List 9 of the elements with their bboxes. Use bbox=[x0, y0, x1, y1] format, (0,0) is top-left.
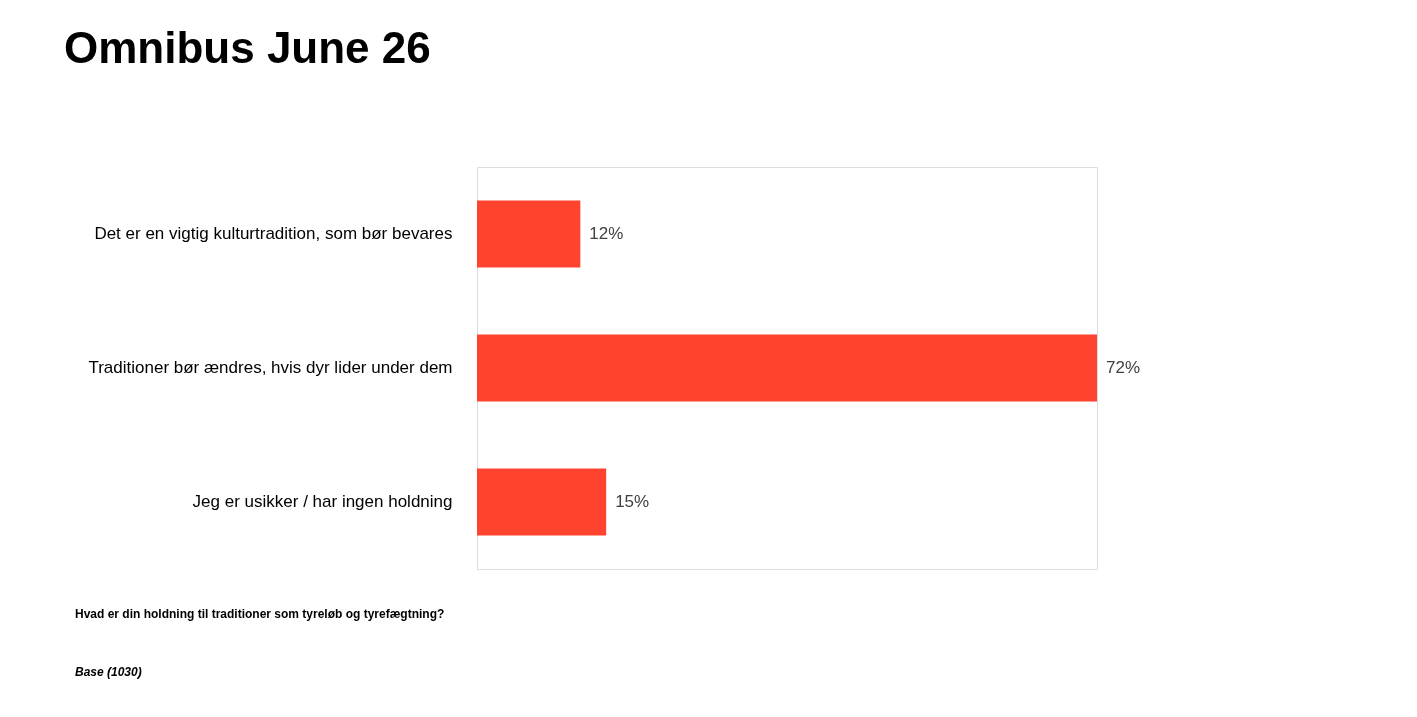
y-tick-label: Traditioner bør ændres, hvis dyr lider under dem bbox=[88, 358, 453, 377]
data-label: 72% bbox=[1106, 358, 1141, 377]
chart-title: Omnibus June 26 bbox=[64, 23, 431, 72]
y-tick-label: Jeg er usikker / har ingen holdning bbox=[192, 492, 453, 511]
text: Base (1030) bbox=[75, 665, 142, 679]
y-tick-label: Det er en vigtig kulturtradition, som bør bevares bbox=[94, 224, 453, 243]
text: Hvad er din holdning til traditioner som tyreløb og tyrefægtning? bbox=[75, 607, 445, 621]
data-label: 12% bbox=[589, 224, 624, 243]
data-label: 15% bbox=[615, 492, 650, 511]
